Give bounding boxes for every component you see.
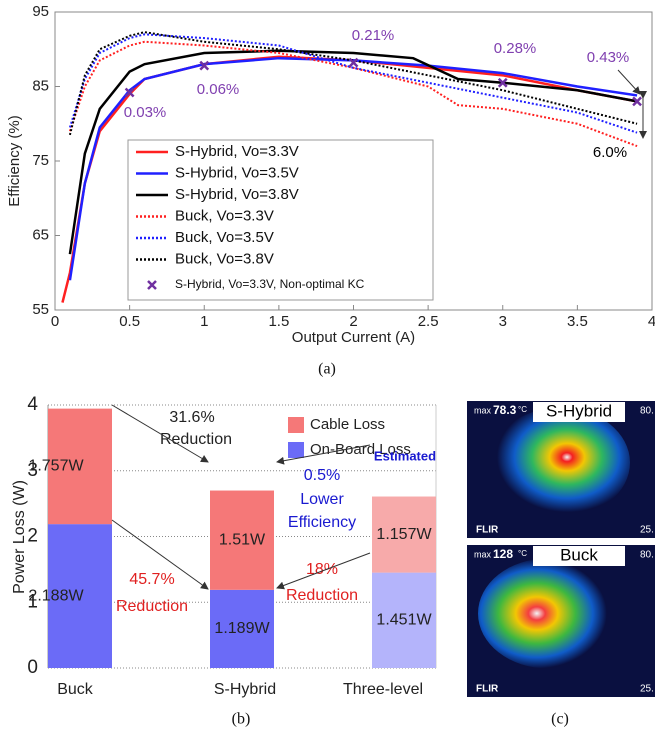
annotation: Reduction: [286, 587, 358, 604]
y-tick-label: 75: [32, 152, 49, 169]
value-label: 1.757W: [28, 458, 84, 475]
scale-bottom: 25.: [640, 684, 654, 695]
decoration: [276, 552, 371, 590]
series-line: [68, 56, 638, 281]
annotation: 0.03%: [124, 104, 167, 121]
marker: [348, 57, 359, 68]
caption: (c): [551, 711, 569, 728]
y-tick-label: 55: [32, 301, 49, 318]
annotation: 0.5%: [304, 467, 340, 484]
x-tick-label: 0: [51, 313, 59, 330]
y-tick-label: 65: [32, 226, 49, 243]
legend-label: On-Board Loss: [310, 441, 411, 458]
bar-segment: [48, 524, 112, 668]
annotation: Reduction: [116, 598, 188, 615]
thermal-hotspot: [478, 558, 618, 669]
annotation: 0.43%: [587, 49, 630, 66]
brand: FLIR: [476, 684, 499, 695]
marker: [497, 77, 508, 88]
marker: [199, 60, 210, 71]
decoration: [617, 69, 641, 95]
y-axis-title: Efficiency (%): [6, 115, 23, 206]
x-tick-label: 4: [648, 313, 655, 330]
legend-label: Buck, Vo=3.8V: [175, 250, 274, 267]
max-unit: °C: [518, 405, 527, 414]
x-tick-label: 1: [200, 313, 208, 330]
legend-label: Buck, Vo=3.3V: [175, 207, 274, 224]
max-label: max: [474, 549, 492, 559]
value-label: 1.451W: [376, 612, 432, 629]
y-tick-label: 85: [32, 77, 49, 94]
x-axis-title: Output Current (A): [292, 329, 415, 346]
legend-marker: [147, 280, 157, 290]
panel-title: Buck: [560, 545, 598, 564]
scale-top: 80.: [640, 550, 654, 561]
brand: FLIR: [476, 525, 499, 536]
panel-title: S-Hybrid: [546, 401, 612, 420]
max-label: max: [474, 405, 492, 415]
annotation: Efficiency: [288, 514, 356, 531]
legend-label: S-Hybrid, Vo=3.8V: [175, 186, 299, 203]
x-tick-label: 2.5: [418, 313, 439, 330]
bar-segment: [48, 408, 112, 525]
bar-segment: [372, 572, 436, 668]
legend-swatch: [288, 442, 304, 458]
annotation: 0.06%: [197, 81, 240, 98]
value-label: 1.157W: [376, 526, 432, 543]
legend-label: S-Hybrid, Vo=3.3V: [175, 143, 299, 160]
legend-label: Cable Loss: [310, 416, 385, 433]
y-tick-label: 0: [27, 657, 38, 678]
x-tick-label: 0.5: [119, 313, 140, 330]
legend-box: [127, 139, 434, 301]
y-tick-label: 4: [27, 394, 38, 415]
caption: (b): [232, 711, 251, 728]
title-box: [533, 402, 625, 422]
value-label: 1.189W: [214, 620, 270, 637]
annotation: 31.6%: [169, 409, 214, 426]
series-line: [68, 31, 638, 136]
series-line: [68, 40, 638, 148]
annotation: 0.21%: [352, 27, 395, 44]
annotation: Estimated: [374, 448, 436, 463]
annotation: 0.28%: [494, 40, 537, 57]
thermal-hotspot: [490, 407, 630, 518]
decoration: [111, 404, 209, 463]
value-label: 2.188W: [28, 587, 84, 604]
annotation: 45.7%: [129, 571, 174, 588]
caption: (a): [318, 361, 336, 378]
marker: [124, 87, 135, 98]
legend-label: S-Hybrid, Vo=3.5V: [175, 164, 299, 181]
max-unit: °C: [518, 549, 527, 558]
x-tick-label: Three-level: [343, 681, 423, 698]
x-tick-label: S-Hybrid: [214, 681, 276, 698]
scale-bottom: 25.: [640, 525, 654, 536]
legend-swatch: [288, 417, 304, 433]
bar-segment: [372, 496, 436, 573]
bar-segment: [210, 589, 274, 668]
x-tick-label: 3: [499, 313, 507, 330]
bar-segment: [210, 490, 274, 590]
y-axis-title: Power Loss (W): [11, 480, 28, 594]
title-box: [533, 546, 625, 566]
value-label: 1.51W: [219, 531, 266, 548]
scale-top: 80.: [640, 406, 654, 417]
legend-label: Buck, Vo=3.5V: [175, 229, 274, 246]
max-value: 78.3: [493, 403, 517, 417]
x-tick-label: 2: [349, 313, 357, 330]
y-tick-label: 95: [32, 3, 49, 20]
x-tick-label: 3.5: [567, 313, 588, 330]
decoration: [111, 519, 209, 590]
x-tick-label: 1.5: [268, 313, 289, 330]
decoration: [276, 444, 371, 465]
y-tick-label: 2: [27, 526, 38, 547]
legend-label: S-Hybrid, Vo=3.3V, Non-optimal KC: [175, 277, 365, 291]
max-value: 128: [493, 547, 513, 561]
y-tick-label: 1: [27, 591, 38, 612]
y-tick-label: 3: [27, 460, 38, 481]
annotation: Lower: [300, 491, 344, 508]
annotation: 6.0%: [593, 144, 627, 161]
legend-box: [283, 406, 433, 440]
x-tick-label: Buck: [57, 681, 94, 698]
